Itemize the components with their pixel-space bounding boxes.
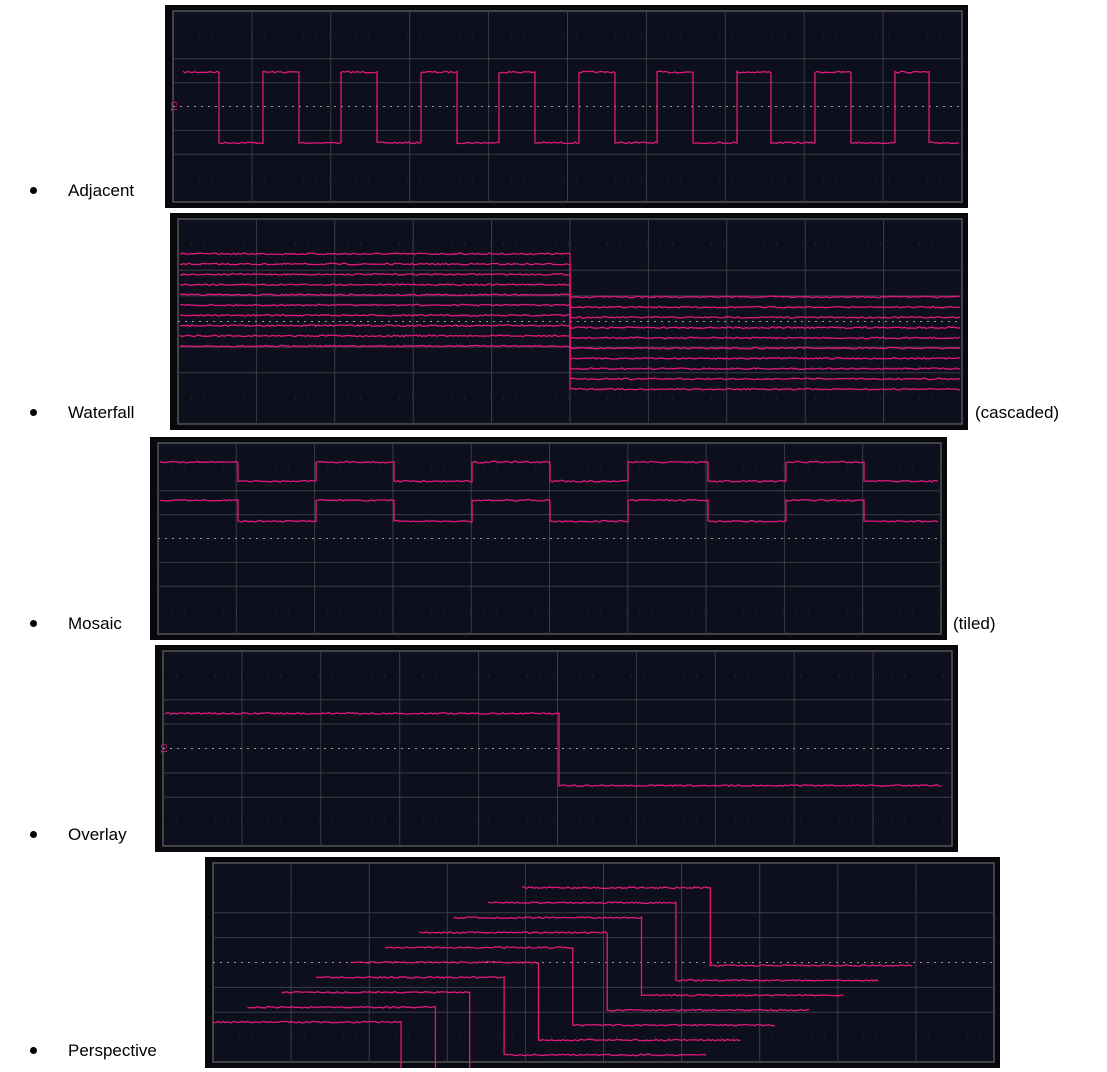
item-label: Overlay bbox=[68, 825, 127, 845]
scope-mosaic bbox=[150, 437, 947, 640]
item-label: Waterfall bbox=[68, 403, 134, 423]
page: C1 Adjacent Waterfall (cascaded) Mosaic … bbox=[0, 0, 1107, 1072]
channel-label: C1 bbox=[169, 101, 178, 112]
bullet bbox=[30, 409, 37, 416]
item-label: Mosaic bbox=[68, 614, 122, 634]
bullet bbox=[30, 187, 37, 194]
bullet bbox=[30, 620, 37, 627]
channel-label: C1 bbox=[159, 743, 168, 754]
item-label: Perspective bbox=[68, 1041, 157, 1061]
bullet bbox=[30, 1047, 37, 1054]
item-note: (tiled) bbox=[953, 614, 996, 634]
item-label: Adjacent bbox=[68, 181, 134, 201]
bullet bbox=[30, 831, 37, 838]
scope-waterfall bbox=[170, 213, 968, 430]
scope-adjacent: C1 bbox=[165, 5, 968, 208]
item-note: (cascaded) bbox=[975, 403, 1059, 423]
scope-overlay: C1 bbox=[155, 645, 958, 852]
scope-perspective bbox=[205, 857, 1000, 1068]
